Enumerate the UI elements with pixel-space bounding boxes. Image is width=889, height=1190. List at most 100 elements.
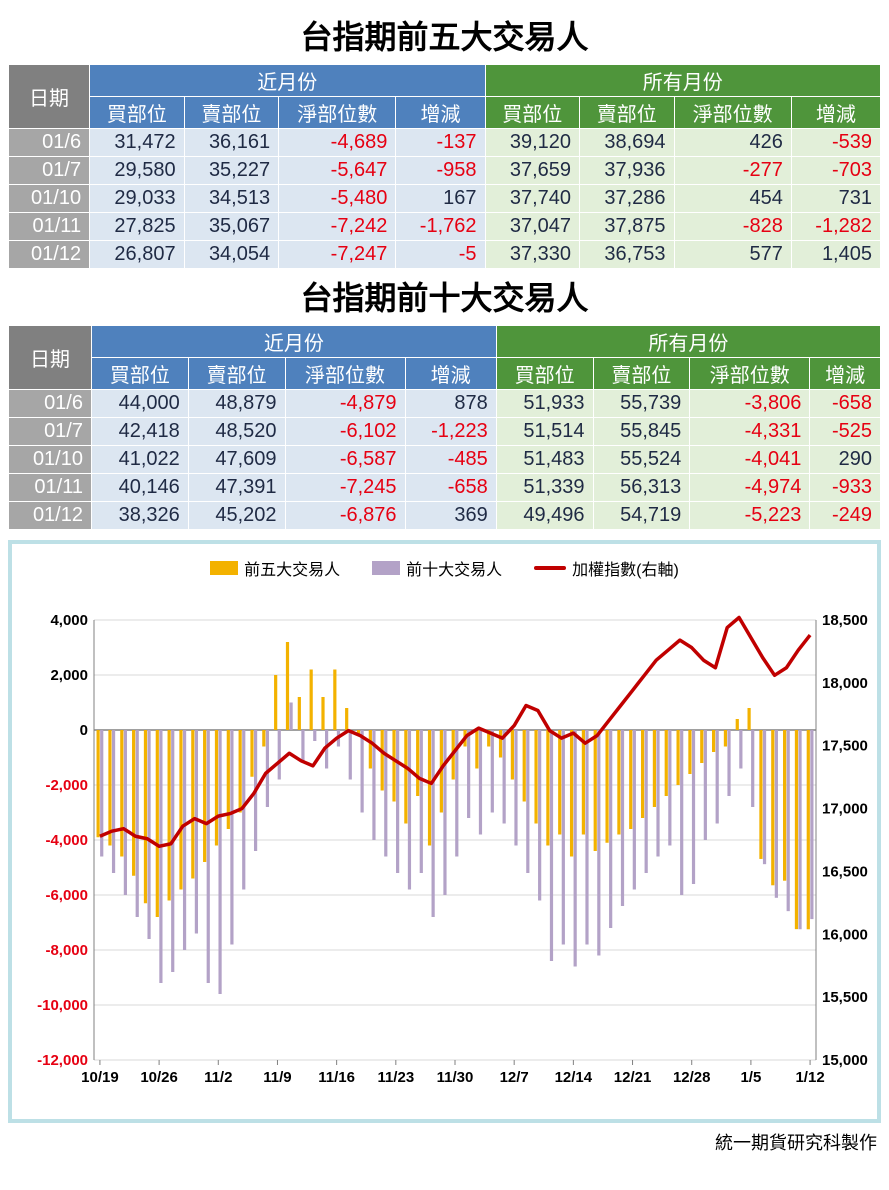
hdr-all: 所有月份 bbox=[496, 326, 880, 358]
svg-text:11/2: 11/2 bbox=[204, 1069, 232, 1086]
table-row: 01/1029,03334,513-5,48016737,74037,28645… bbox=[9, 185, 881, 213]
cell-all: 37,047 bbox=[485, 213, 580, 241]
cell-near: 878 bbox=[405, 390, 496, 418]
svg-text:-10,000: -10,000 bbox=[37, 997, 88, 1014]
cell-near: 35,067 bbox=[184, 213, 279, 241]
svg-text:11/23: 11/23 bbox=[377, 1069, 414, 1086]
cell-near: -7,247 bbox=[279, 241, 396, 269]
table-row: 01/644,00048,879-4,87987851,93355,739-3,… bbox=[9, 390, 881, 418]
chart-svg: -12,000-10,000-8,000-6,000-4,000-2,00002… bbox=[16, 590, 876, 1110]
cell-date: 01/11 bbox=[9, 474, 92, 502]
cell-date: 01/12 bbox=[9, 502, 92, 530]
col-header: 買部位 bbox=[496, 358, 593, 390]
cell-all: 55,739 bbox=[593, 390, 690, 418]
table-top5: 日期近月份所有月份買部位賣部位淨部位數增減買部位賣部位淨部位數增減01/631,… bbox=[8, 64, 881, 269]
svg-text:1/5: 1/5 bbox=[740, 1069, 761, 1086]
svg-text:12/28: 12/28 bbox=[673, 1069, 711, 1086]
col-header: 增減 bbox=[791, 97, 880, 129]
cell-all: -658 bbox=[810, 390, 881, 418]
title-top5: 台指期前五大交易人 bbox=[8, 12, 881, 58]
cell-all: 577 bbox=[674, 241, 791, 269]
cell-all: 290 bbox=[810, 446, 881, 474]
cell-near: 27,825 bbox=[90, 213, 185, 241]
svg-text:-6,000: -6,000 bbox=[45, 887, 88, 904]
legend-swatch bbox=[372, 561, 400, 575]
cell-all: -539 bbox=[791, 129, 880, 157]
cell-date: 01/10 bbox=[9, 446, 92, 474]
svg-text:18,500: 18,500 bbox=[822, 612, 868, 629]
cell-all: 55,845 bbox=[593, 418, 690, 446]
svg-text:1/12: 1/12 bbox=[795, 1069, 824, 1086]
cell-near: -6,102 bbox=[285, 418, 405, 446]
cell-all: 51,483 bbox=[496, 446, 593, 474]
cell-near: -5,647 bbox=[279, 157, 396, 185]
cell-near: -6,587 bbox=[285, 446, 405, 474]
svg-text:18,000: 18,000 bbox=[822, 675, 868, 692]
cell-near: 29,033 bbox=[90, 185, 185, 213]
cell-near: -6,876 bbox=[285, 502, 405, 530]
cell-near: -4,879 bbox=[285, 390, 405, 418]
legend-item: 加權指數(右軸) bbox=[534, 556, 679, 580]
cell-near: -137 bbox=[396, 129, 485, 157]
cell-all: 51,339 bbox=[496, 474, 593, 502]
hdr-date: 日期 bbox=[9, 65, 90, 129]
col-header: 淨部位數 bbox=[279, 97, 396, 129]
cell-near: 45,202 bbox=[188, 502, 285, 530]
cell-all: 56,313 bbox=[593, 474, 690, 502]
cell-near: 44,000 bbox=[92, 390, 189, 418]
svg-text:15,000: 15,000 bbox=[822, 1052, 868, 1069]
cell-date: 01/6 bbox=[9, 390, 92, 418]
cell-near: -5 bbox=[396, 241, 485, 269]
cell-all: 51,514 bbox=[496, 418, 593, 446]
svg-text:16,000: 16,000 bbox=[822, 926, 868, 943]
cell-date: 01/10 bbox=[9, 185, 90, 213]
cell-all: 426 bbox=[674, 129, 791, 157]
cell-near: 36,161 bbox=[184, 129, 279, 157]
col-header: 淨部位數 bbox=[690, 358, 810, 390]
legend-item: 前五大交易人 bbox=[210, 556, 340, 580]
cell-date: 01/7 bbox=[9, 418, 92, 446]
svg-text:10/26: 10/26 bbox=[140, 1069, 178, 1086]
combo-chart: -12,000-10,000-8,000-6,000-4,000-2,00002… bbox=[16, 590, 873, 1115]
cell-near: 29,580 bbox=[90, 157, 185, 185]
cell-all: -4,974 bbox=[690, 474, 810, 502]
cell-all: 49,496 bbox=[496, 502, 593, 530]
legend-label: 加權指數(右軸) bbox=[572, 556, 679, 580]
cell-near: -958 bbox=[396, 157, 485, 185]
table-row: 01/1041,02247,609-6,587-48551,48355,524-… bbox=[9, 446, 881, 474]
data-table: 日期近月份所有月份買部位賣部位淨部位數增減買部位賣部位淨部位數增減01/631,… bbox=[8, 64, 881, 269]
footer-credit: 統一期貨研究科製作 bbox=[8, 1129, 881, 1155]
cell-all: -525 bbox=[810, 418, 881, 446]
cell-date: 01/6 bbox=[9, 129, 90, 157]
table-row: 01/1238,32645,202-6,87636949,49654,719-5… bbox=[9, 502, 881, 530]
cell-near: -485 bbox=[405, 446, 496, 474]
svg-text:11/9: 11/9 bbox=[263, 1069, 291, 1086]
svg-text:-4,000: -4,000 bbox=[45, 832, 88, 849]
cell-all: 37,659 bbox=[485, 157, 580, 185]
svg-text:11/30: 11/30 bbox=[437, 1069, 474, 1086]
svg-text:-8,000: -8,000 bbox=[45, 942, 88, 959]
svg-text:17,500: 17,500 bbox=[822, 738, 868, 755]
col-header: 買部位 bbox=[90, 97, 185, 129]
cell-all: -933 bbox=[810, 474, 881, 502]
col-header: 賣部位 bbox=[184, 97, 279, 129]
cell-near: 48,520 bbox=[188, 418, 285, 446]
cell-near: 34,513 bbox=[184, 185, 279, 213]
chart-container: 前五大交易人前十大交易人加權指數(右軸) -12,000-10,000-8,00… bbox=[8, 540, 881, 1123]
svg-text:16,500: 16,500 bbox=[822, 863, 868, 880]
svg-text:4,000: 4,000 bbox=[50, 612, 88, 629]
cell-near: -4,689 bbox=[279, 129, 396, 157]
hdr-near: 近月份 bbox=[90, 65, 485, 97]
svg-text:10/19: 10/19 bbox=[81, 1069, 119, 1086]
col-header: 買部位 bbox=[92, 358, 189, 390]
title-top10: 台指期前十大交易人 bbox=[8, 273, 881, 319]
cell-all: 37,286 bbox=[580, 185, 675, 213]
svg-text:12/14: 12/14 bbox=[555, 1069, 593, 1086]
col-header: 賣部位 bbox=[593, 358, 690, 390]
cell-all: 37,936 bbox=[580, 157, 675, 185]
cell-near: 48,879 bbox=[188, 390, 285, 418]
table-row: 01/631,47236,161-4,689-13739,12038,69442… bbox=[9, 129, 881, 157]
cell-near: 35,227 bbox=[184, 157, 279, 185]
table-row: 01/1226,80734,054-7,247-537,33036,753577… bbox=[9, 241, 881, 269]
svg-text:11/16: 11/16 bbox=[318, 1069, 355, 1086]
